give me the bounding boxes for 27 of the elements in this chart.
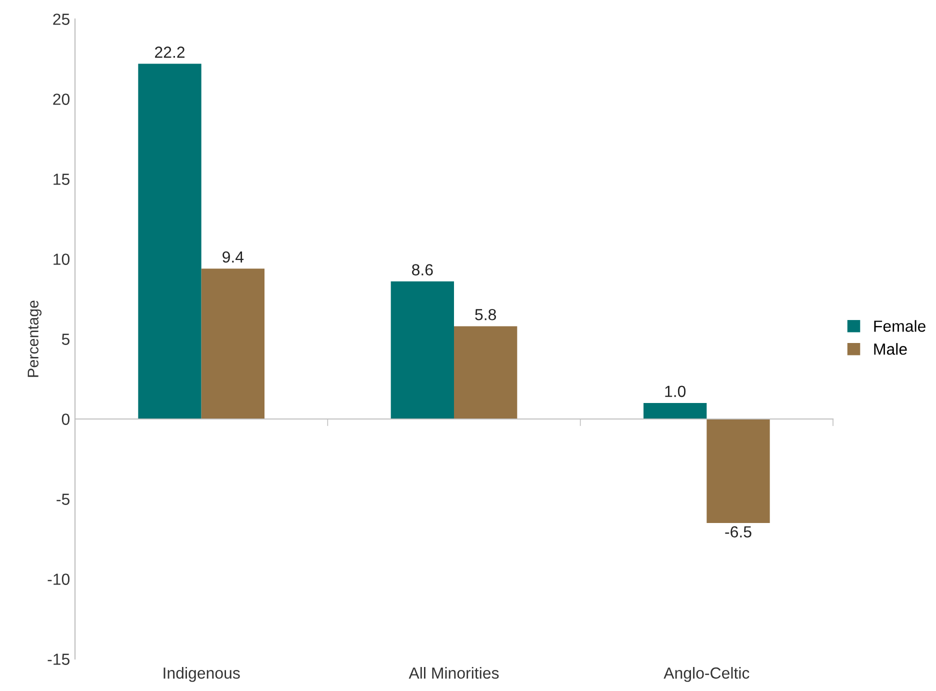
data-label: 22.2 [155,46,184,58]
y-tick-label: 0 [62,414,70,425]
data-label: 9.4 [222,251,244,263]
data-label: 1.0 [665,386,686,398]
y-tick-label: 10 [54,254,70,265]
x-tick-label: Anglo-Celtic [664,667,750,682]
x-tick-label: Indigenous [164,667,240,682]
data-label: 5.8 [475,308,496,320]
bar [201,268,264,419]
legend-label: Male [874,343,907,355]
data-label: -6.5 [725,526,752,538]
y-axis-title: Percentage [28,300,42,377]
y-tick-label: -5 [56,494,70,505]
data-label: 8.6 [412,264,433,276]
bar [390,281,454,419]
legend-label: Female [874,320,926,332]
bar [454,326,518,419]
bar [706,419,770,523]
y-tick-label: -15 [48,654,70,665]
x-tick-label: All Minorities [408,667,499,679]
bar [644,403,707,419]
y-tick-label: 5 [62,334,70,345]
y-tick-label: 20 [53,94,70,105]
y-tick-label: 25 [53,14,70,25]
y-tick-label: 15 [54,174,70,185]
y-tick-label: -10 [48,574,70,585]
bar [138,64,202,419]
